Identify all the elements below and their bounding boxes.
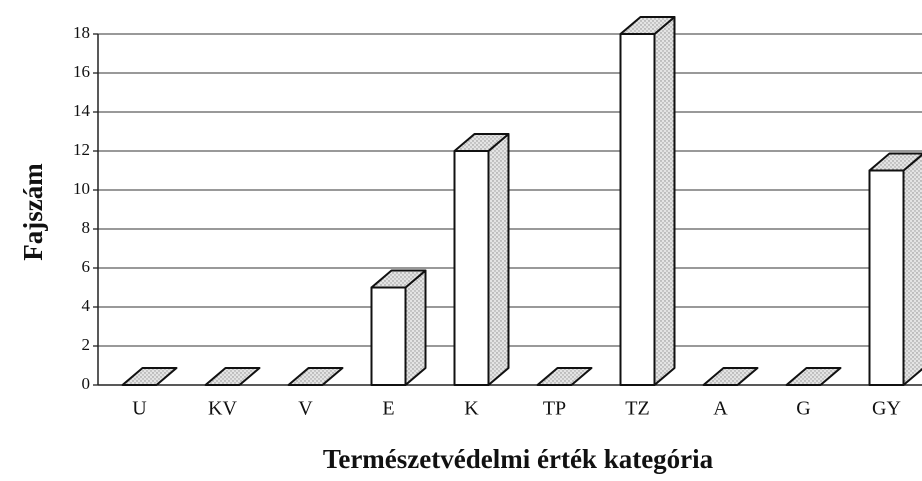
y-tick-label: 8 [82,218,91,237]
bar-side [487,133,510,386]
y-axis-title: Fajszám [18,163,48,261]
x-tick-label: A [713,398,728,420]
y-tick-label: 6 [82,257,91,276]
y-tick-label: 0 [82,374,91,393]
bar-top [702,367,759,386]
x-tick-label: G [796,398,810,420]
bar [702,367,759,386]
bar-top [619,16,676,35]
x-tick-label: TZ [625,398,649,420]
y-tick-label: 10 [73,179,90,198]
bar [785,367,842,386]
bar-top [287,367,344,386]
x-tick-label: TP [543,398,566,420]
bar [453,133,510,386]
bar-side [653,16,676,386]
bar [204,367,261,386]
bar-side [404,269,427,386]
bar-top [453,133,510,152]
bar-top [204,367,261,386]
bar-front [453,150,490,386]
bar-front [619,33,656,386]
bar [619,16,676,386]
bar-front [370,286,407,386]
x-axis-title: Természetvédelmi érték kategória [323,444,714,474]
y-tick-label: 4 [82,296,91,315]
bar-top [785,367,842,386]
y-tick-label: 18 [73,23,90,42]
x-tick-label: GY [872,398,901,420]
bar-front [868,169,905,386]
y-tick-label: 12 [73,140,90,159]
x-tick-label: U [132,398,147,420]
bar [370,269,427,386]
bar [536,367,593,386]
bar [121,367,178,386]
bar-top [370,269,427,289]
bar-side [902,153,922,386]
bar [868,152,922,386]
bar-top [536,367,593,386]
x-tick-label: K [464,398,479,420]
bar-top [868,152,922,172]
x-tick-label: E [382,398,394,420]
y-tick-label: 16 [73,62,90,81]
bar [287,367,344,386]
x-tick-label: V [298,398,313,420]
x-tick-label: KV [208,398,237,420]
y-tick-label: 2 [82,335,91,354]
y-tick-label: 14 [73,101,91,120]
bar-top [121,367,178,386]
